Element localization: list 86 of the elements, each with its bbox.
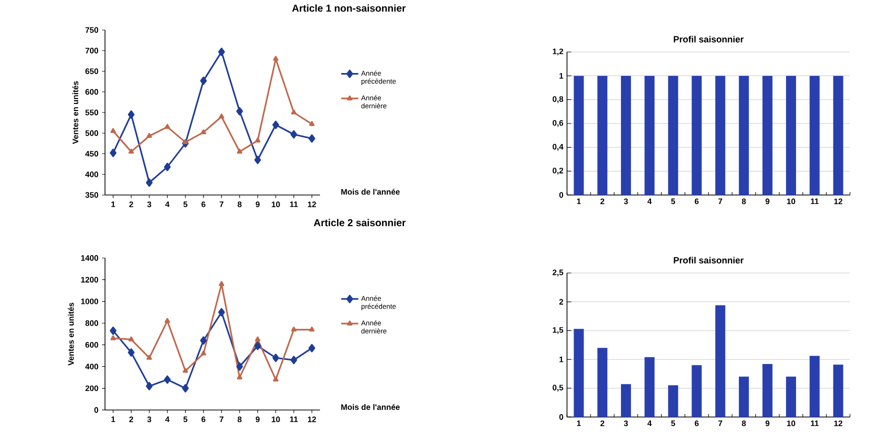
x-axis-title: Mois de l'année [341,188,400,195]
x-tick-label: 11 [290,416,298,422]
x-tick-label: 8 [238,416,242,422]
y-tick-label: 0,4 [552,144,564,151]
x-tick-label: 12 [308,416,316,422]
x-tick-label: 5 [183,416,188,422]
x-tick-label: 4 [165,202,170,208]
y-tick-label: 0 [559,414,564,420]
x-tick-label: 9 [256,416,260,422]
y-tick-label: 1400 [81,255,98,261]
x-tick-label: 6 [694,420,699,426]
y-tick-label: 1,2 [552,48,564,56]
y-tick-label: 400 [85,364,98,370]
x-tick-label: 8 [238,202,242,208]
x-tick-label: 1 [577,420,581,426]
x-tick-label: 1 [577,198,581,204]
y-tick-label: 1 [560,73,564,79]
x-tick-label: 2 [600,420,604,426]
y-tick-label: 200 [85,385,98,392]
x-tick-label: 3 [147,416,152,422]
x-tick-label: 10 [787,198,796,204]
y-tick-label: 350 [85,192,98,198]
x-tick-label: 10 [272,416,280,422]
chart-title: Profil saisonnier [674,36,744,42]
x-tick-label: 4 [647,198,652,204]
x-tick-label: 10 [787,420,796,426]
y-tick-label: 600 [85,89,98,95]
x-tick-label: 6 [202,202,206,208]
y-axis-title: Ventes en unités [72,81,78,144]
y-tick-label: 1,5 [552,327,564,334]
y-tick-label: 1000 [81,298,98,304]
x-tick-label: 11 [810,198,819,204]
y-tick-label: 500 [85,130,98,136]
x-tick-label: 9 [766,420,770,426]
x-tick-label: 8 [742,420,746,426]
x-tick-label: 1 [111,202,116,208]
y-tick-label: 0,2 [552,168,564,175]
x-tick-label: 11 [810,420,819,426]
x-tick-label: 6 [694,198,699,204]
y-tick-label: 2,5 [552,270,564,276]
x-tick-label: 7 [718,198,722,204]
x-tick-label: 7 [220,416,224,422]
x-tick-label: 3 [624,198,628,204]
x-tick-label: 12 [834,420,842,426]
x-tick-label: 3 [624,420,628,426]
y-tick-label: 0,5 [552,384,564,392]
x-tick-label: 8 [742,198,746,204]
x-tick-label: 12 [308,202,316,208]
x-tick-label: 5 [183,202,188,208]
y-tick-label: 700 [85,48,98,54]
x-tick-label: 5 [671,198,676,204]
x-tick-label: 7 [220,202,224,208]
x-tick-label: 12 [834,198,842,204]
y-tick-label: 650 [85,68,98,74]
y-axis-title: Ventes en unités [68,302,74,366]
x-tick-label: 9 [256,202,260,208]
y-tick-label: 0 [94,407,98,413]
text: Article 1 non-saisonnier [292,4,406,12]
x-axis-title: Mois de l'année [341,404,400,410]
chart-title: Profil saisonnier [674,256,744,264]
text: Article 2 saisonnier [314,218,406,226]
x-tick-label: 7 [718,420,722,426]
y-tick-label: 600 [85,342,98,348]
y-tick-label: 550 [85,110,98,116]
x-tick-label: 9 [766,198,770,204]
y-tick-label: 0 [559,192,564,198]
x-tick-label: 5 [671,420,676,426]
y-tick-label: 450 [85,150,98,157]
y-tick-label: 1200 [81,276,98,283]
x-tick-label: 10 [272,202,280,208]
x-tick-label: 4 [647,420,652,426]
x-tick-label: 4 [165,416,170,422]
y-tick-label: 2 [559,299,564,305]
y-tick-label: 0,8 [552,96,564,104]
y-tick-label: 0,6 [552,120,564,127]
y-tick-label: 1 [560,356,564,362]
x-tick-label: 11 [290,202,298,208]
y-tick-label: 800 [85,320,98,326]
x-tick-label: 2 [129,202,134,208]
x-tick-label: 6 [202,416,206,422]
y-tick-label: 750 [85,27,98,33]
x-tick-label: 2 [129,416,134,422]
y-tick-label: 400 [85,172,98,178]
x-tick-label: 2 [600,198,604,204]
x-tick-label: 3 [147,202,152,208]
x-tick-label: 1 [111,416,116,422]
